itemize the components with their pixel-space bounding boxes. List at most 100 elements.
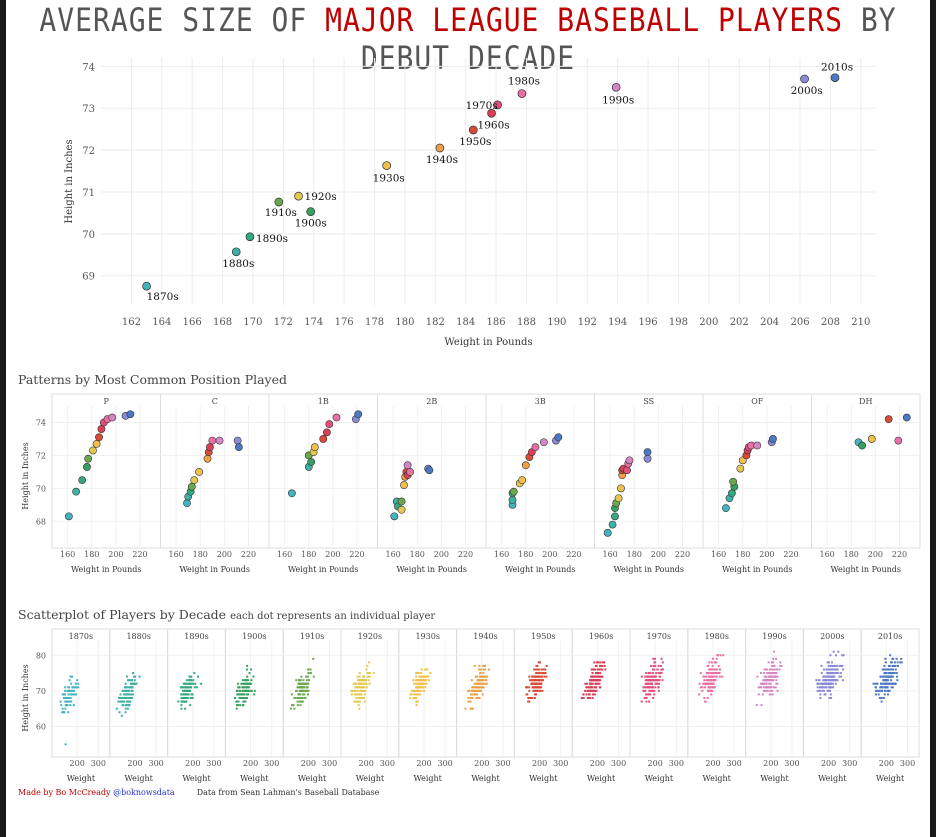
player-dot [124,682,127,685]
player-dot [900,661,903,664]
player-dot [895,672,898,675]
player-dot [875,689,878,692]
player-dot [655,682,658,685]
player-dot [64,689,67,692]
player-dot [604,668,607,671]
position-point [332,413,341,422]
player-dot [242,700,245,703]
point-1980s [517,89,527,98]
position-point [508,495,517,504]
x-tick-label: 300 [669,759,684,768]
panel-title-2B: 2B [426,397,437,406]
player-dot [420,675,423,678]
player-dot [836,668,839,671]
player-dot [596,675,599,678]
player-dot [887,675,890,678]
x-tick-label: 196 [639,317,658,328]
player-dot [644,679,647,682]
x-axis-label: Weight [414,774,443,783]
player-dot [302,679,305,682]
player-dot [74,686,77,689]
x-axis-label: Weight in Pounds [71,565,142,574]
x-tick-label: 300 [149,759,164,768]
player-dot [545,675,548,678]
point-1880s [231,247,241,257]
player-dot [246,679,249,682]
player-dot [238,689,241,692]
player-dot [412,689,415,692]
positions-title: Patterns by Most Common Position Played [18,372,288,387]
player-dot [299,704,302,707]
player-dot [703,682,706,685]
player-dot [307,689,310,692]
player-dot [305,689,308,692]
player-dot [893,661,896,664]
player-dot [62,697,65,699]
player-dot [822,679,825,682]
title-part-3: BY DEBUT DECADE [360,1,897,77]
player-dot [818,682,821,685]
player-dot [596,668,599,671]
player-dot [355,693,358,696]
player-dot [67,693,70,696]
x-axis-label: Weight in Pounds [396,565,467,574]
player-dot [539,661,542,664]
player-dot [180,704,183,707]
player-dot [190,693,193,696]
player-dot [774,686,777,689]
position-point [233,436,242,445]
player-dot [413,693,416,696]
player-dot [883,664,886,667]
player-dot [885,682,888,685]
player-dot [714,675,717,678]
player-dot [874,682,877,685]
player-dot [842,668,845,671]
player-dot [478,686,481,689]
player-dot [713,672,716,675]
x-tick-label: 300 [380,759,395,768]
player-dot [536,689,539,692]
player-dot [899,661,902,664]
player-dot [707,672,710,675]
player-dot [419,689,422,692]
player-dot [647,693,650,696]
player-dot [119,697,122,699]
player-dot [536,672,539,675]
player-dot [722,654,725,657]
player-dot [832,686,835,689]
position-point [509,487,518,496]
player-dot [647,686,650,689]
player-dot [763,682,766,685]
player-dot [702,682,705,685]
point-label-1910s: 1910s [265,207,297,219]
footer-handle[interactable]: @boknowsdata [113,788,175,797]
player-dot [589,686,592,689]
player-dot [881,689,884,692]
player-dot [772,686,775,689]
player-dot [525,686,528,689]
player-dot [759,672,762,675]
player-dot [707,664,710,667]
x-tick-label: 160 [60,550,75,559]
x-tick-label: 300 [206,759,221,768]
player-dot [240,697,243,699]
x-tick-label: 220 [458,550,473,559]
player-dot [180,697,183,699]
player-dot [833,675,836,678]
player-dot [124,686,127,689]
player-dot [648,686,651,689]
player-dot [299,686,302,689]
player-dot [652,697,655,699]
player-dot [121,700,124,703]
player-dot [297,682,300,685]
player-dot [301,686,304,689]
player-dot [644,682,647,685]
player-dot [830,675,833,678]
player-dot [823,682,826,685]
player-dot [530,679,533,682]
player-dot [61,693,64,696]
player-dot [479,686,482,689]
player-dot [771,689,774,692]
player-dot [761,693,764,696]
player-dot [471,693,474,696]
